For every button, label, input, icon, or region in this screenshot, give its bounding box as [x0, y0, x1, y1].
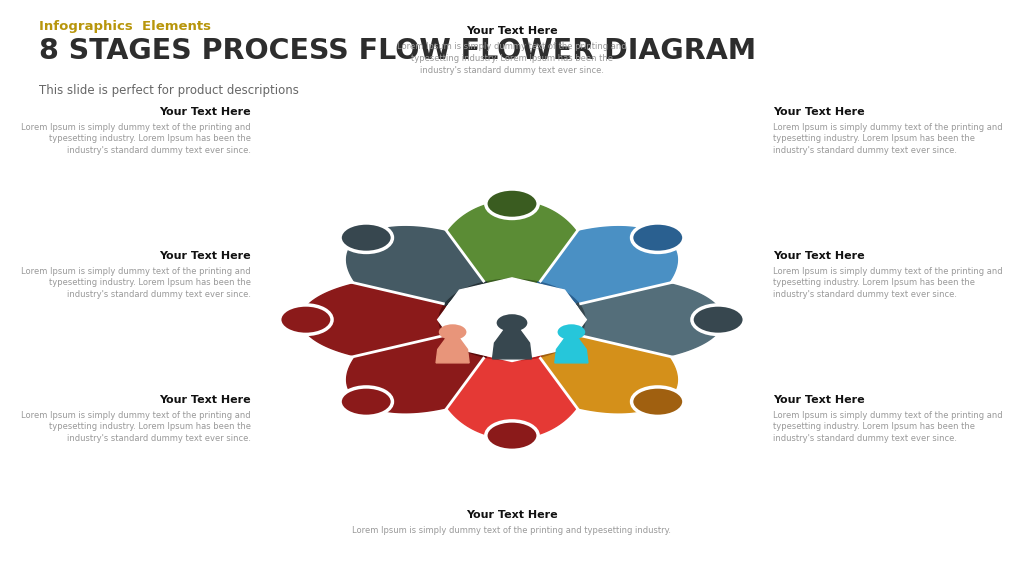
Text: Your Text Here: Your Text Here	[160, 107, 251, 116]
Text: Lorem Ipsum is simply dummy text of the printing and
typesetting industry. Lorem: Lorem Ipsum is simply dummy text of the …	[397, 42, 627, 75]
Text: Lorem Ipsum is simply dummy text of the printing and
typesetting industry. Lorem: Lorem Ipsum is simply dummy text of the …	[22, 267, 251, 300]
Polygon shape	[301, 283, 443, 356]
Text: Lorem Ipsum is simply dummy text of the printing and
typesetting industry. Lorem: Lorem Ipsum is simply dummy text of the …	[22, 411, 251, 444]
Polygon shape	[493, 327, 531, 359]
Text: Your Text Here: Your Text Here	[773, 251, 864, 260]
Polygon shape	[538, 334, 675, 411]
Polygon shape	[437, 278, 587, 362]
Polygon shape	[305, 283, 447, 356]
Text: Your Text Here: Your Text Here	[773, 107, 864, 116]
Text: Your Text Here: Your Text Here	[773, 395, 864, 404]
Polygon shape	[349, 228, 486, 305]
Text: Your Text Here: Your Text Here	[466, 26, 558, 36]
Text: Lorem Ipsum is simply dummy text of the printing and
typesetting industry. Lorem: Lorem Ipsum is simply dummy text of the …	[773, 267, 1002, 300]
Polygon shape	[349, 334, 486, 411]
Text: Your Text Here: Your Text Here	[466, 510, 558, 520]
Polygon shape	[538, 228, 675, 305]
Circle shape	[280, 305, 332, 335]
Circle shape	[340, 387, 392, 416]
Circle shape	[692, 305, 744, 335]
Text: Lorem Ipsum is simply dummy text of the printing and typesetting industry.: Lorem Ipsum is simply dummy text of the …	[352, 526, 672, 535]
Text: 8 STAGES PROCESS FLOW FLOWER DIAGRAM: 8 STAGES PROCESS FLOW FLOWER DIAGRAM	[39, 37, 756, 66]
Circle shape	[558, 324, 586, 340]
Polygon shape	[346, 226, 483, 304]
Polygon shape	[447, 201, 577, 281]
Polygon shape	[555, 336, 588, 363]
Text: Lorem Ipsum is simply dummy text of the printing and
typesetting industry. Lorem: Lorem Ipsum is simply dummy text of the …	[773, 411, 1002, 444]
Circle shape	[485, 189, 539, 218]
Polygon shape	[346, 336, 483, 413]
Polygon shape	[541, 226, 678, 304]
Circle shape	[485, 421, 539, 450]
Circle shape	[340, 223, 392, 252]
Polygon shape	[577, 283, 719, 356]
Polygon shape	[541, 336, 678, 413]
Polygon shape	[581, 283, 723, 356]
Polygon shape	[447, 203, 577, 283]
Text: Lorem Ipsum is simply dummy text of the printing and
typesetting industry. Lorem: Lorem Ipsum is simply dummy text of the …	[22, 123, 251, 156]
Circle shape	[438, 324, 467, 340]
Text: This slide is perfect for product descriptions: This slide is perfect for product descri…	[39, 84, 299, 97]
Text: Lorem Ipsum is simply dummy text of the printing and
typesetting industry. Lorem: Lorem Ipsum is simply dummy text of the …	[773, 123, 1002, 156]
Text: Your Text Here: Your Text Here	[160, 395, 251, 404]
Text: Your Text Here: Your Text Here	[160, 251, 251, 260]
Text: Infographics  Elements: Infographics Elements	[39, 20, 211, 33]
Circle shape	[632, 387, 684, 416]
Circle shape	[632, 223, 684, 252]
Polygon shape	[447, 356, 577, 436]
Circle shape	[497, 314, 527, 332]
Polygon shape	[447, 358, 577, 438]
Polygon shape	[436, 336, 469, 363]
